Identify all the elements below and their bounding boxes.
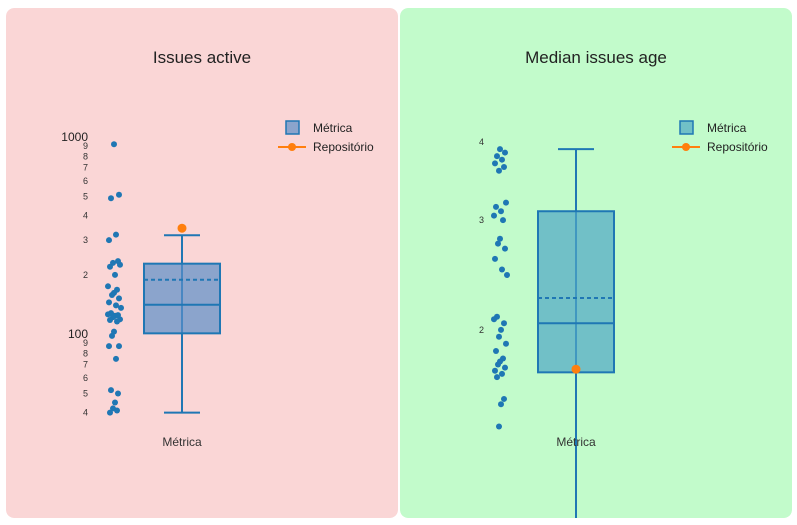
y-tick-label: 3 [83,235,88,245]
data-point [117,261,123,268]
y-tick-label: 4 [83,211,88,221]
legend-repo-label: Repositório [707,140,768,154]
x-category-label: Métrica [556,435,596,449]
legend-repo-marker [288,143,296,151]
data-point [494,153,500,160]
data-point [491,316,497,323]
data-point [504,271,510,278]
data-point [115,390,121,397]
data-point [109,292,115,299]
data-point [492,255,498,262]
data-point [106,343,112,350]
issues-active-chart: Issues active100100045678923456789Métric… [6,8,398,518]
data-point [502,245,508,252]
y-tick-label: 6 [83,373,88,383]
y-tick-label: 4 [479,137,484,147]
y-tick-label: 5 [83,191,88,201]
data-point [492,367,498,374]
legend-repo-label: Repositório [313,140,374,154]
data-point [114,407,120,414]
data-point [108,387,114,394]
legend-metric-label: Métrica [313,121,353,135]
data-point [113,355,119,362]
data-point [112,271,118,278]
data-point [116,343,122,350]
data-point [107,409,113,416]
data-point [496,167,502,174]
y-tick-label: 8 [83,151,88,161]
y-tick-label: 6 [83,176,88,186]
data-point [501,395,507,402]
data-point [503,199,509,206]
y-tick-label: 2 [479,325,484,335]
data-point [498,208,504,215]
data-point [496,423,502,430]
data-point [116,191,122,198]
median-issues-age-chart: Median issues age 2 3 4 Métrica Métrica Reposi… [400,8,792,518]
data-point [109,332,115,339]
data-point [497,235,503,242]
legend-metric-swatch [285,120,300,135]
data-point [116,295,122,302]
y-tick-label: 3 [479,215,484,225]
data-point [493,348,499,355]
data-point [502,364,508,371]
data-point [105,311,111,318]
data-point [107,263,113,270]
data-point [495,361,501,368]
issues-active-panel: Issues active 100 1000 4 5 6 7 8 9 2 3 4 5 6 7 8 9 Métric… [6,8,398,518]
chart-title: Issues active [153,48,251,67]
data-point [108,195,114,202]
data-point [499,370,505,377]
data-point [495,240,501,247]
y-tick-label: 2 [83,270,88,280]
data-point [501,164,507,171]
data-point [499,156,505,163]
data-point [106,237,112,244]
box-iqr [143,262,221,335]
data-point [106,299,112,306]
data-point [107,317,113,324]
data-point [498,401,504,408]
data-point [112,399,118,406]
data-point [493,203,499,210]
data-point [497,146,503,153]
data-point [118,304,124,311]
data-point [496,333,502,340]
y-tick-label: 7 [83,163,88,173]
data-point [503,340,509,347]
data-point [500,217,506,224]
repository-marker [571,364,581,374]
data-point [499,266,505,273]
legend-metric-swatch [679,120,694,135]
data-point [501,320,507,327]
y-tick-label: 4 [83,408,88,418]
legend-metric-label: Métrica [707,121,747,135]
y-tick-label: 8 [83,348,88,358]
data-point [491,212,497,219]
legend-repo-marker [682,143,690,151]
y-tick-label: 100 [68,327,88,341]
data-point [113,231,119,238]
y-tick-label: 5 [83,389,88,399]
data-point [502,149,508,156]
box-iqr [537,210,615,374]
data-point [492,160,498,167]
median-issues-age-panel: Median issues age 2 3 4 Métrica Métrica Reposi… [400,8,792,518]
data-point [498,326,504,333]
y-tick-label: 9 [83,141,88,151]
x-category-label: Métrica [162,435,202,449]
data-point [111,141,117,148]
y-tick-label: 1000 [61,130,88,144]
chart-title: Median issues age [525,48,667,67]
repository-marker [177,223,187,233]
y-tick-label: 7 [83,360,88,370]
data-point [494,374,500,381]
data-point [113,302,119,309]
y-tick-label: 9 [83,338,88,348]
data-point [114,318,120,325]
data-point [105,283,111,290]
